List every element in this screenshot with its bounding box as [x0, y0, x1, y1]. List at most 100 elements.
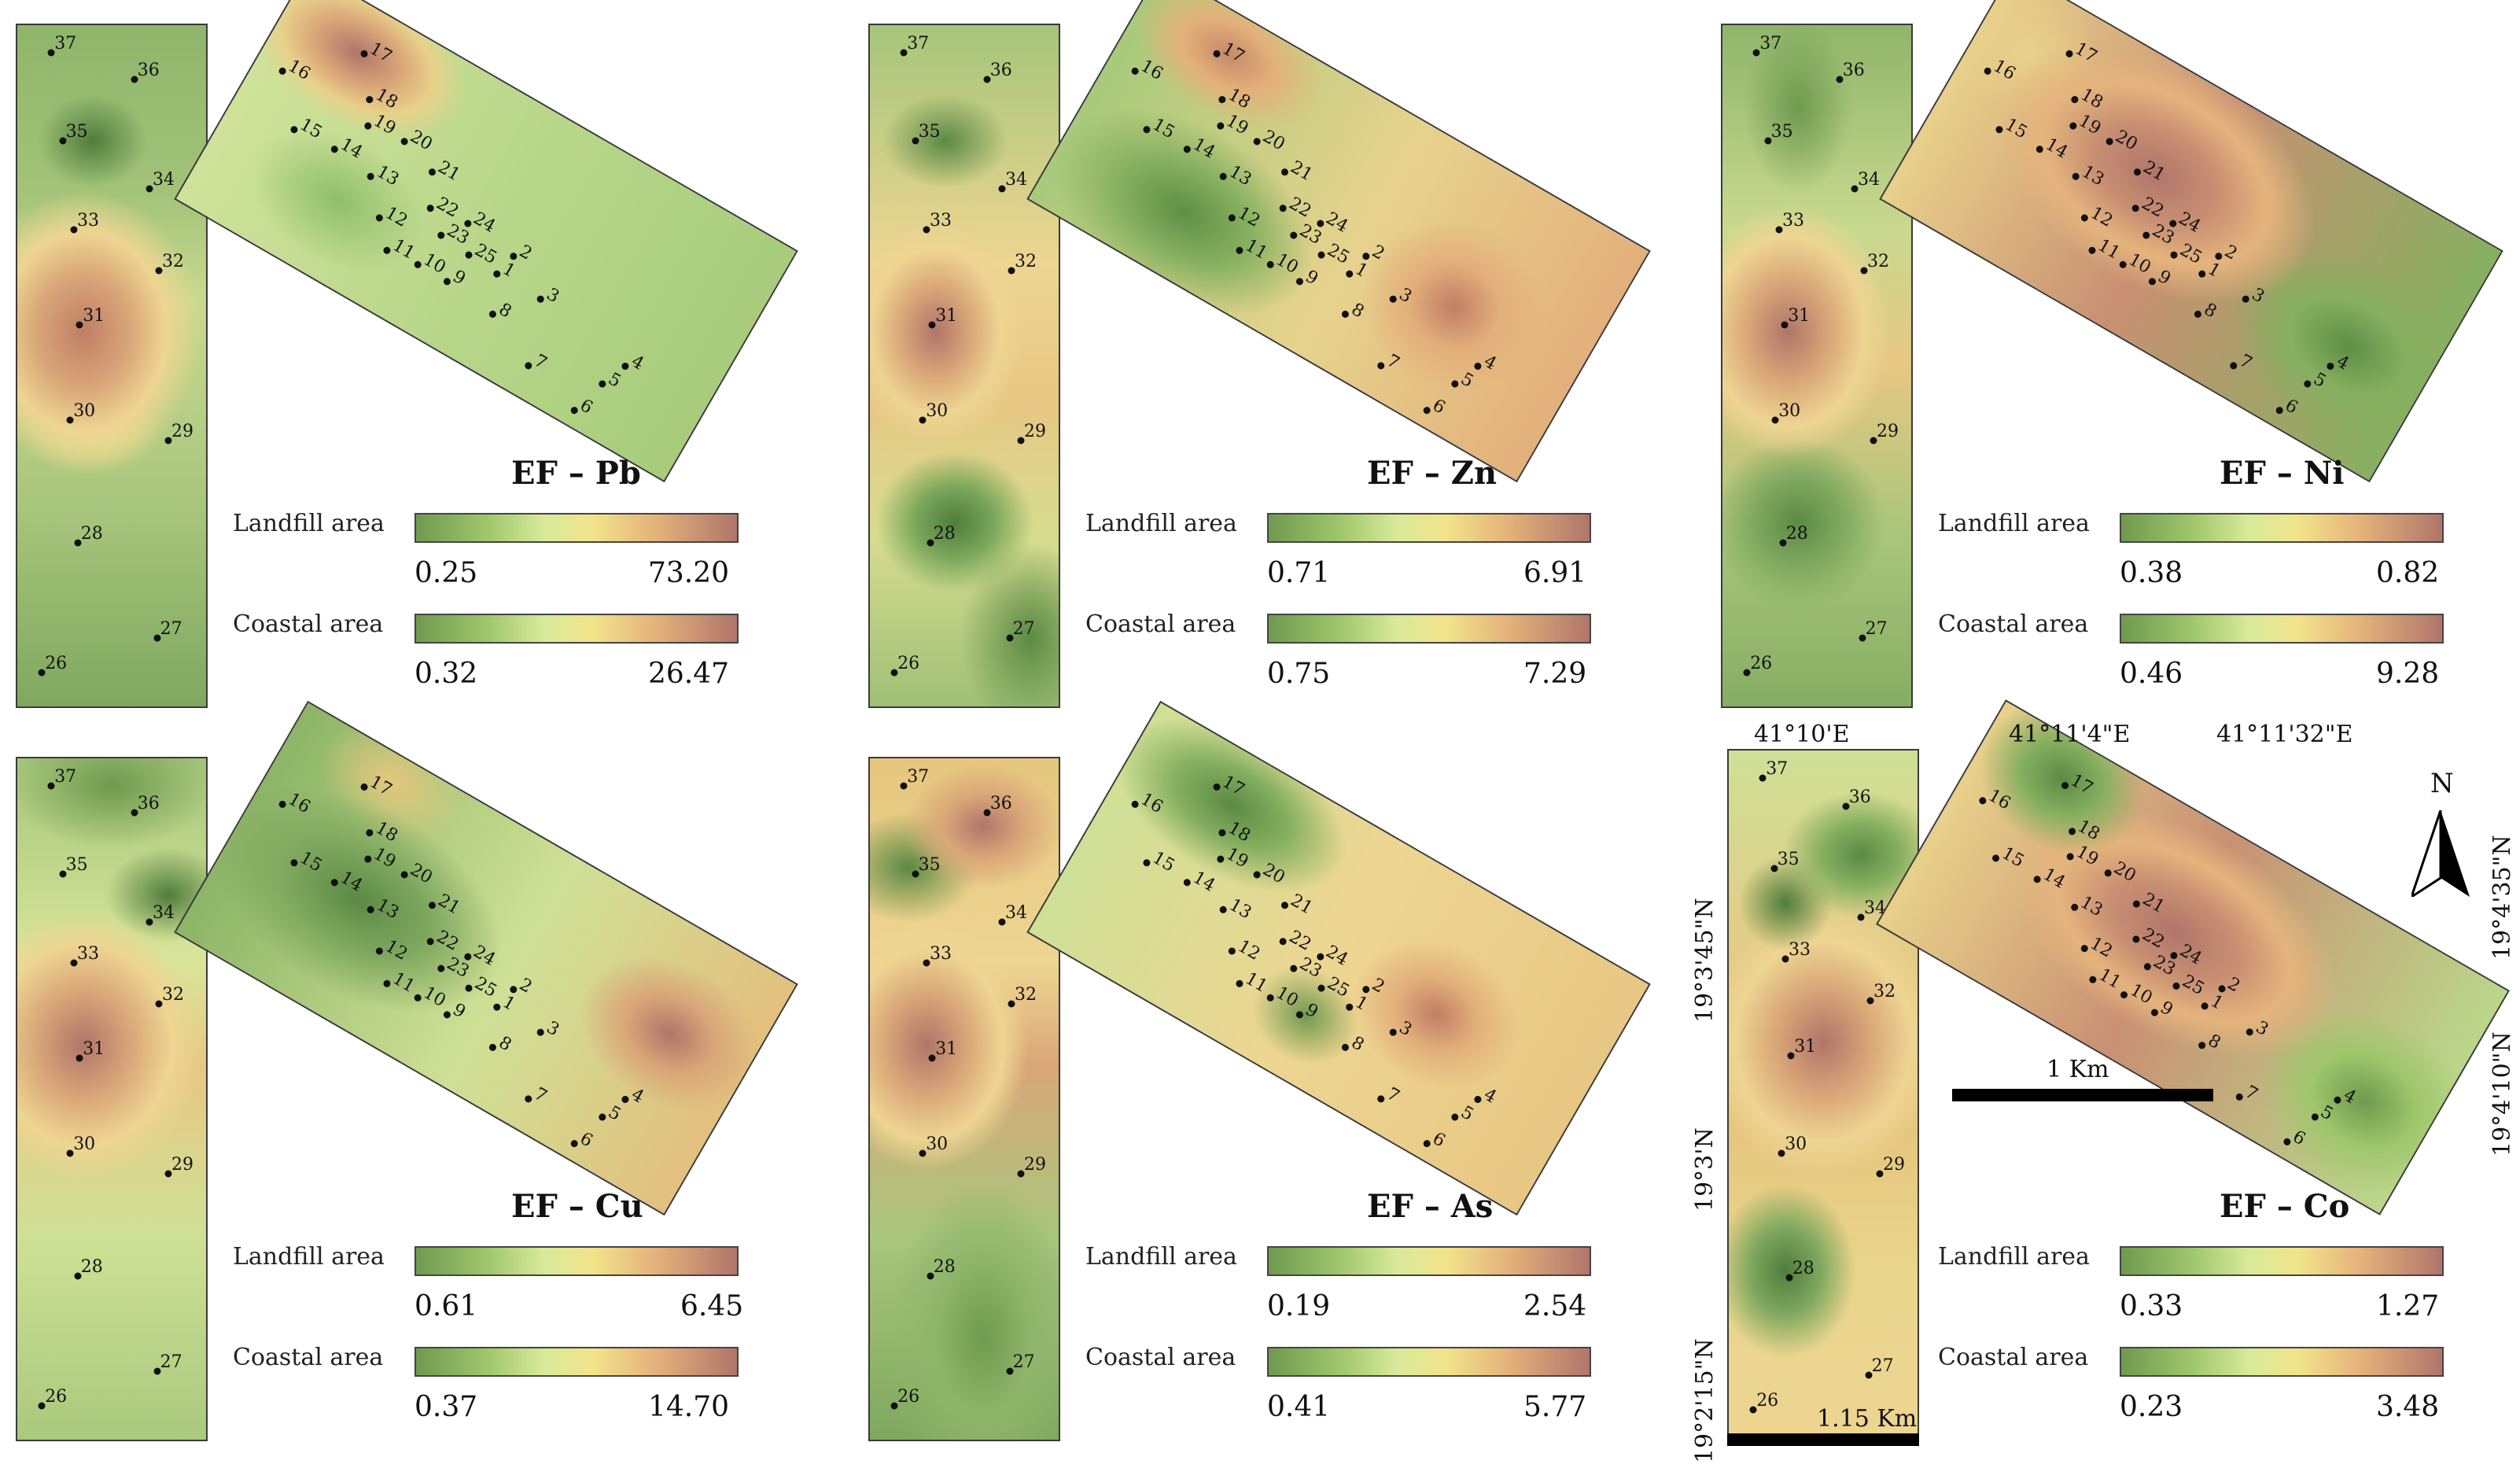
sample-point [923, 226, 930, 234]
panel-title-pb: EF – Pb [511, 455, 641, 492]
legend-coastal-min-cu: 0.37 [414, 1391, 478, 1423]
sample-point [1779, 539, 1787, 547]
landfill-map-co: 17 16 18 19 20 15 14 21 13 22 24 2 23 25 12 1 3 11 10 9 4 8 5 7… [1876, 699, 2510, 1215]
sample-point-label: 34 [153, 169, 175, 190]
legend-landfill-bar-cu [414, 1246, 739, 1276]
coastal-map-zn: 37 36 35 34 33 32 31 30 29 28 27 26 [868, 24, 1060, 708]
sample-point [1770, 865, 1778, 872]
legend-landfill-min-co: 0.33 [2120, 1290, 2183, 1322]
sample-point-label: 31 [935, 1039, 958, 1060]
coastal-lat-label-1: 19°3'45"N [1691, 898, 1719, 1023]
sample-point [70, 226, 78, 234]
legend-coastal-bar-zn [1267, 614, 1591, 644]
sample-point [164, 1170, 172, 1178]
sample-point [1851, 185, 1859, 193]
sample-point [1865, 1371, 1873, 1379]
sample-point [1859, 634, 1866, 642]
legend-coastal-min-pb: 0.32 [414, 658, 478, 690]
sample-point [900, 782, 908, 790]
sample-point-label: 37 [54, 33, 77, 53]
sample-point-label: 33 [1782, 210, 1804, 231]
sample-point [1836, 76, 1844, 83]
sample-point [998, 185, 1006, 193]
legend-coastal-max-zn: 7.29 [1523, 658, 1587, 690]
sample-point [155, 267, 163, 275]
sample-point-label: 35 [1770, 122, 1793, 142]
sample-point-label: 32 [1015, 251, 1037, 271]
sample-point-label: 31 [83, 306, 105, 326]
sample-point-label: 30 [73, 1134, 96, 1155]
sample-point [912, 870, 919, 878]
sample-point-label: 32 [1015, 984, 1037, 1005]
sample-point-label: 34 [153, 902, 175, 923]
sample-point-label: 34 [1005, 169, 1027, 190]
legend-landfill-label-pb: Landfill area [233, 510, 385, 537]
sample-point-label: 33 [77, 210, 99, 231]
sample-point-label: 29 [1024, 422, 1046, 442]
sample-point-label: 29 [1877, 422, 1899, 442]
sample-point-label: 26 [897, 1386, 920, 1407]
sample-point [1785, 1274, 1793, 1282]
sample-point-label: 30 [73, 401, 96, 422]
sample-point [1006, 1367, 1014, 1375]
sample-point [1764, 137, 1772, 145]
sample-point [1787, 1052, 1795, 1060]
sample-point-label: 37 [907, 33, 930, 53]
sample-point [153, 634, 161, 642]
legend-landfill-max-zn: 6.91 [1523, 557, 1587, 589]
sample-point-label: 30 [1778, 401, 1801, 422]
sample-point [1749, 1406, 1757, 1414]
landfill-map-cu: 17 16 18 19 20 15 14 21 13 22 24 2 23 25 12 1 3 11 10 9 4 8 5 7… [174, 700, 798, 1216]
legend-landfill-bar-as [1267, 1246, 1591, 1276]
sample-point [155, 1000, 163, 1008]
sample-point-label: 36 [1848, 787, 1871, 807]
sample-point-label: 37 [1766, 759, 1789, 780]
legend-landfill-label-zn: Landfill area [1085, 510, 1237, 537]
legend-landfill-max-ni: 0.82 [2376, 557, 2440, 589]
sample-point-label: 31 [1788, 306, 1811, 326]
scalebar-landfill-label: 1 Km [2047, 1056, 2109, 1083]
sample-point-label: 36 [1842, 61, 1865, 81]
sample-point [1866, 997, 1874, 1005]
legend-landfill-label-co: Landfill area [1938, 1243, 2090, 1271]
coastal-map-cu: 37 36 35 34 33 32 31 30 29 28 27 26 [16, 757, 208, 1441]
sample-point [919, 1149, 927, 1157]
legend-coastal-bar-co [2120, 1347, 2444, 1377]
legend-coastal-min-co: 0.23 [2120, 1391, 2183, 1423]
sample-point-label: 26 [897, 653, 920, 673]
panel-title-ni: EF – Ni [2220, 455, 2345, 492]
coastal-map-pb: 37 36 35 34 33 32 31 30 29 28 27 26 [16, 24, 208, 708]
sample-point-label: 33 [77, 943, 99, 964]
sample-point [928, 1054, 936, 1062]
legend-landfill-min-cu: 0.61 [414, 1290, 478, 1322]
sample-point [47, 49, 55, 57]
sample-point-label: 26 [1750, 653, 1773, 673]
legend-coastal-min-as: 0.41 [1267, 1391, 1331, 1423]
sample-point-label: 27 [1865, 619, 1888, 640]
sample-point-label: 27 [160, 1352, 182, 1373]
sample-point-label: 30 [926, 401, 949, 422]
sample-point-label: 33 [1789, 939, 1811, 960]
sample-point [1017, 437, 1025, 444]
sample-point-label: 36 [137, 794, 160, 814]
sample-point-label: 37 [54, 766, 77, 787]
sample-point [70, 959, 78, 967]
panel-title-cu: EF – Cu [511, 1188, 643, 1225]
sample-point [998, 918, 1006, 926]
panel-title-as: EF – As [1367, 1188, 1494, 1225]
sample-point [890, 669, 898, 677]
coastal-map-ni: 37 36 35 34 33 32 31 30 29 28 27 26 [1721, 24, 1913, 708]
sample-point [927, 1272, 934, 1280]
landfill-lat-label-2: 19°4'10"N [2489, 1031, 2516, 1156]
sample-point-label: 31 [935, 306, 958, 326]
sample-point-label: 36 [137, 61, 160, 81]
sample-point [47, 782, 55, 790]
sample-point [1008, 1000, 1015, 1008]
sample-point [900, 49, 908, 57]
sample-point-label: 37 [1759, 33, 1782, 53]
sample-point-label: 35 [65, 855, 88, 876]
coastal-map-as: 37 36 35 34 33 32 31 30 29 28 27 26 [868, 757, 1060, 1441]
sample-point-label: 28 [933, 524, 956, 544]
sample-point-label: 32 [162, 984, 184, 1005]
sample-point-label: 37 [907, 766, 930, 787]
